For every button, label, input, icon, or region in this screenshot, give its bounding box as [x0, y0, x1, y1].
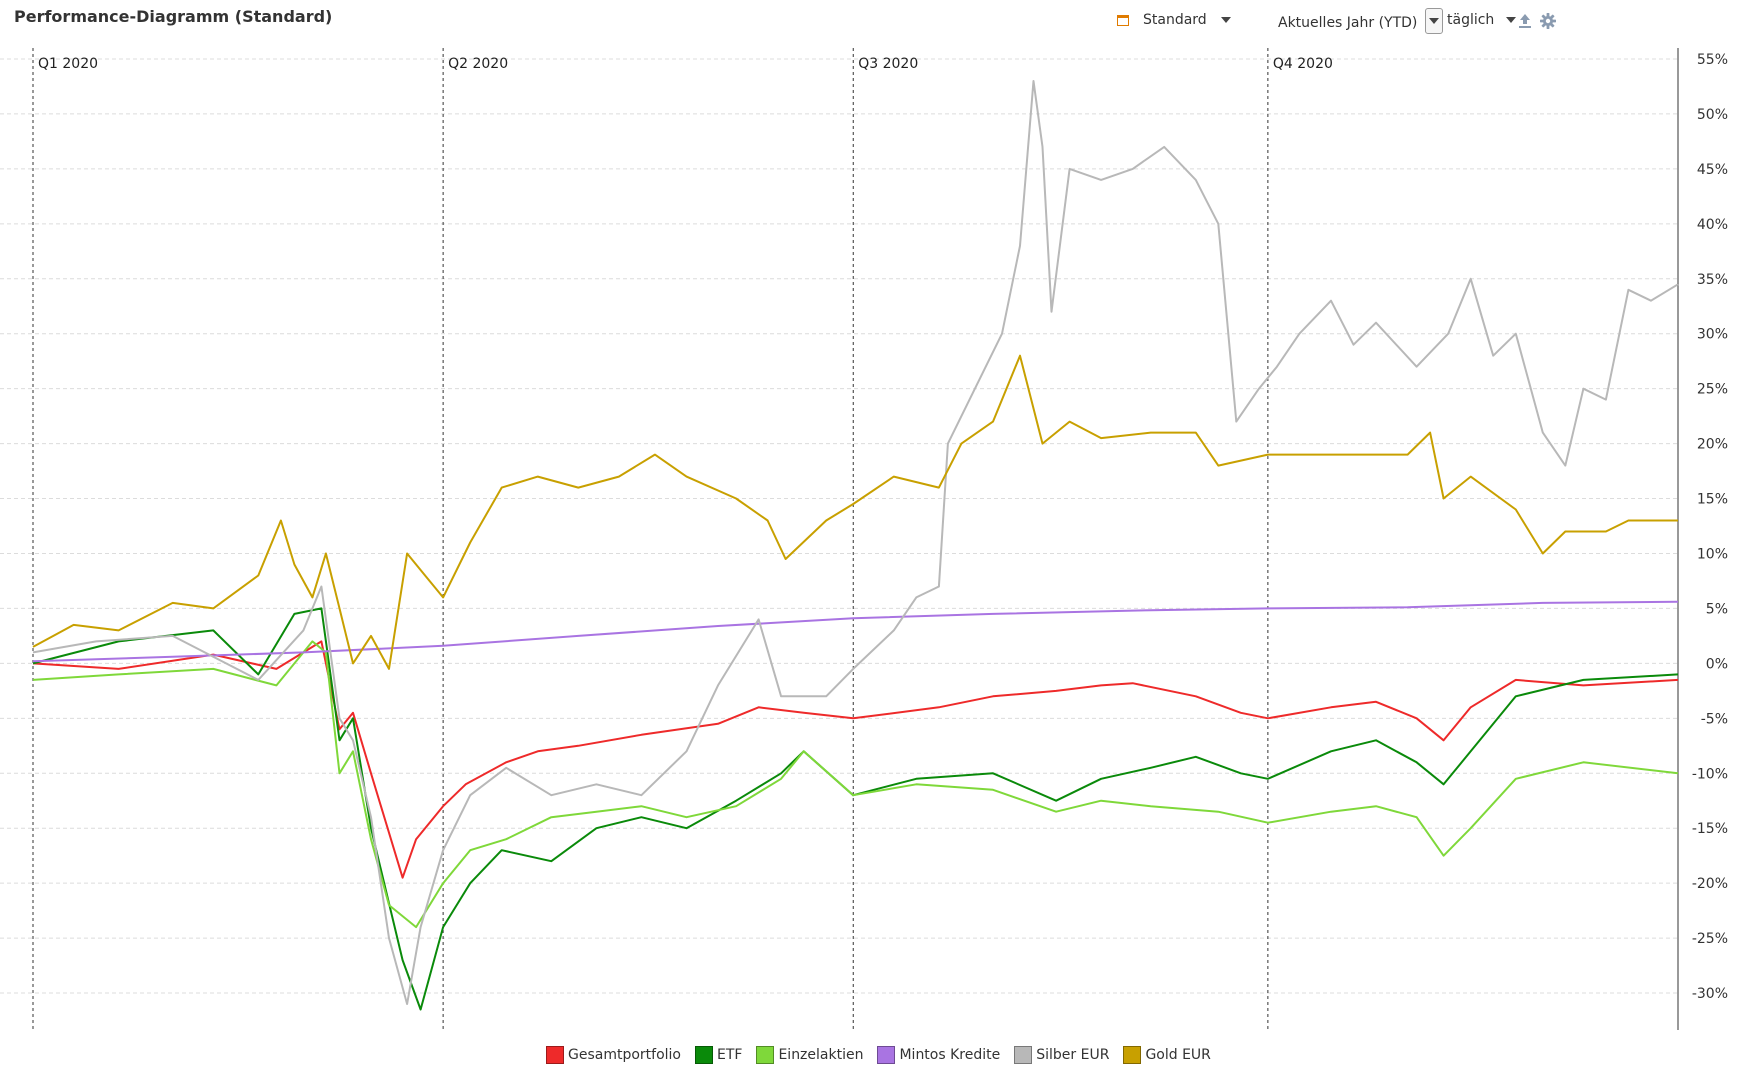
legend-label: Gold EUR [1145, 1047, 1211, 1063]
legend-swatch [756, 1046, 775, 1064]
performance-chart: 55% 50% 45% 40% 35% 30% 25% 20% 15% 10% 5% 0% -5% -10… [0, 48, 1728, 1030]
preset-label: Standard [1143, 12, 1207, 28]
y-tick-label: 0% [1706, 656, 1728, 672]
legend-label: Gesamtportfolio [568, 1047, 681, 1063]
y-tick-label: 35% [1697, 272, 1728, 288]
y-tick-label: -15% [1692, 821, 1728, 837]
legend-swatch [546, 1046, 564, 1064]
series-line-gold-eur [32, 354, 1678, 670]
period-label: Aktuelles Jahr (YTD) [1278, 15, 1418, 31]
y-tick-label: 45% [1697, 162, 1728, 178]
y-tick-label: 15% [1697, 492, 1728, 508]
legend-swatch [695, 1046, 713, 1064]
legend-item[interactable]: Gesamtportfolio [546, 1046, 681, 1064]
calendar-icon [1117, 14, 1129, 26]
legend-swatch [877, 1046, 896, 1064]
interval-label: täglich [1447, 12, 1495, 28]
chart-toolbar: Performance-Diagramm (Standard) Standard… [0, 0, 1738, 44]
legend-swatch [1014, 1046, 1033, 1064]
y-tick-label: -25% [1692, 931, 1728, 947]
gear-icon[interactable] [1539, 12, 1557, 30]
y-tick-label: 40% [1697, 217, 1728, 233]
period-dropdown-toggle[interactable] [1425, 8, 1444, 34]
legend-label: Silber EUR [1036, 1047, 1110, 1063]
y-tick-label: 10% [1697, 546, 1728, 562]
quarter-label: Q2 2020 [448, 56, 508, 72]
legend-item[interactable]: ETF [695, 1046, 742, 1064]
series-line-gesamtportfolio [32, 640, 1679, 879]
quarter-label: Q4 2020 [1273, 56, 1333, 72]
y-tick-label: -10% [1692, 766, 1728, 782]
legend-label: Mintos Kredite [899, 1047, 1001, 1063]
legend-label: Einzelaktien [778, 1047, 864, 1063]
y-tick-label: 5% [1706, 601, 1728, 617]
series-line-mintos-kredite [32, 600, 1679, 663]
quarter-label: Q3 2020 [858, 56, 918, 72]
y-tick-label: 20% [1697, 437, 1728, 453]
chart-legend: Gesamtportfolio ETF Einzelaktien Mintos Kre… [546, 1046, 1211, 1064]
quarter-label: Q1 2020 [38, 56, 98, 72]
series-line-etf [32, 607, 1679, 1011]
series-line-silber-eur [32, 80, 1679, 1005]
y-tick-label: -30% [1692, 986, 1728, 1002]
y-tick-label: -20% [1692, 876, 1728, 892]
preset-dropdown[interactable]: Standard [1117, 12, 1231, 28]
interval-dropdown[interactable]: täglich [1447, 12, 1517, 28]
y-tick-label: 30% [1697, 327, 1728, 343]
legend-item[interactable]: Silber EUR [1014, 1046, 1109, 1064]
legend-swatch [1123, 1046, 1142, 1064]
legend-item[interactable]: Einzelaktien [756, 1046, 863, 1064]
legend-item[interactable]: Gold EUR [1123, 1046, 1211, 1064]
chevron-down-icon [1429, 18, 1440, 24]
legend-label: ETF [717, 1047, 743, 1063]
y-tick-label: 55% [1697, 52, 1728, 68]
y-tick-label: 25% [1697, 382, 1728, 398]
period-dropdown[interactable]: Aktuelles Jahr (YTD) [1278, 8, 1444, 34]
series-line-einzelaktien [32, 640, 1679, 929]
upload-icon[interactable] [1516, 12, 1534, 30]
legend-item[interactable]: Mintos Kredite [877, 1046, 1000, 1064]
chevron-down-icon [1506, 17, 1517, 23]
y-tick-label: -5% [1701, 711, 1728, 727]
page-title: Performance-Diagramm (Standard) [14, 7, 333, 26]
y-tick-label: 50% [1697, 107, 1728, 123]
chevron-down-icon [1220, 17, 1231, 23]
